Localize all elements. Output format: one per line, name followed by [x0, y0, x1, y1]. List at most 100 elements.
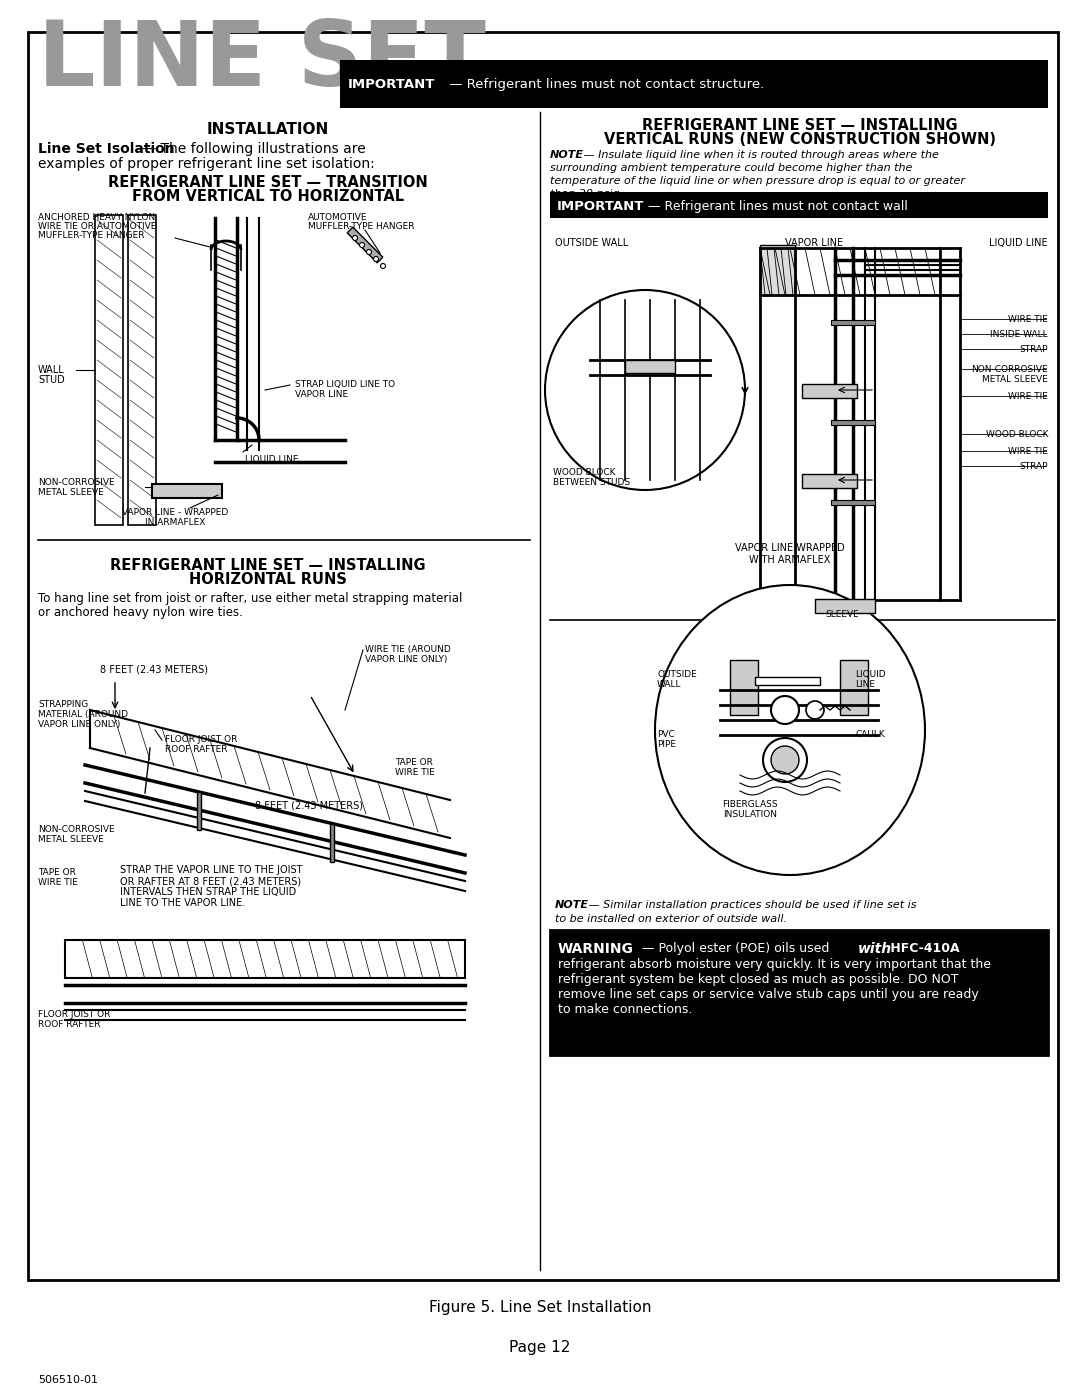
Circle shape: [360, 243, 365, 247]
Text: surrounding ambient temperature could become higher than the: surrounding ambient temperature could be…: [550, 163, 913, 173]
Text: OUTSIDE
WALL: OUTSIDE WALL: [657, 671, 697, 689]
Bar: [730, 659, 758, 715]
Circle shape: [806, 701, 824, 719]
Text: refrigerant absorb moisture very quickly. It is very important that the: refrigerant absorb moisture very quickly…: [558, 958, 991, 971]
Text: temperature of the liquid line or when pressure drop is equal to or greater: temperature of the liquid line or when p…: [550, 176, 966, 186]
Bar: [152, 483, 222, 497]
Text: REFRIGERANT LINE SET — INSTALLING: REFRIGERANT LINE SET — INSTALLING: [643, 117, 958, 133]
Bar: [330, 823, 334, 862]
Text: INSIDE WALL: INSIDE WALL: [990, 330, 1048, 339]
Text: VAPOR LINE: VAPOR LINE: [295, 390, 348, 400]
Text: IMPORTANT: IMPORTANT: [348, 78, 435, 91]
Text: LIQUID LINE: LIQUID LINE: [245, 455, 298, 464]
Text: LINE SET: LINE SET: [38, 17, 486, 105]
Text: than 20 psig.: than 20 psig.: [550, 189, 623, 198]
Circle shape: [352, 236, 357, 240]
Bar: [550, 191, 1048, 218]
Text: to make connections.: to make connections.: [558, 1003, 692, 1016]
Text: HORIZONTAL RUNS: HORIZONTAL RUNS: [189, 571, 347, 587]
Circle shape: [762, 738, 807, 782]
Text: remove line set caps or service valve stub caps until you are ready: remove line set caps or service valve st…: [558, 988, 978, 1002]
Text: WIRE TIE: WIRE TIE: [1008, 393, 1048, 401]
Circle shape: [771, 696, 799, 724]
Text: CAULK: CAULK: [855, 731, 885, 739]
Text: WIRE TIE (AROUND: WIRE TIE (AROUND: [365, 645, 450, 654]
Text: STRAPPING: STRAPPING: [38, 700, 89, 710]
Text: ROOF RAFTER: ROOF RAFTER: [165, 745, 228, 754]
Text: — Similar installation practices should be used if line set is: — Similar installation practices should …: [585, 900, 917, 909]
Text: WIRE TIE: WIRE TIE: [38, 877, 78, 887]
Text: WALL: WALL: [38, 365, 65, 374]
Text: refrigerant system be kept closed as much as possible. DO NOT: refrigerant system be kept closed as muc…: [558, 972, 959, 986]
Text: MUFFLER-TYPE HANGER: MUFFLER-TYPE HANGER: [308, 222, 415, 231]
Text: OUTSIDE WALL: OUTSIDE WALL: [555, 237, 629, 249]
Text: MATERIAL (AROUND: MATERIAL (AROUND: [38, 710, 129, 719]
Bar: [197, 792, 201, 830]
Text: MUFFLER-TYPE HANGER: MUFFLER-TYPE HANGER: [38, 231, 145, 240]
Text: STRAP THE VAPOR LINE TO THE JOIST: STRAP THE VAPOR LINE TO THE JOIST: [120, 865, 302, 875]
Text: STUD: STUD: [38, 374, 65, 386]
Text: VAPOR LINE WRAPPED
WITH ARMAFLEX: VAPOR LINE WRAPPED WITH ARMAFLEX: [735, 543, 845, 564]
Circle shape: [380, 264, 386, 268]
Text: Line Set Isolation: Line Set Isolation: [38, 142, 175, 156]
Text: VERTICAL RUNS (NEW CONSTRUCTION SHOWN): VERTICAL RUNS (NEW CONSTRUCTION SHOWN): [604, 131, 996, 147]
Circle shape: [366, 250, 372, 254]
Text: LIQUID LINE: LIQUID LINE: [989, 237, 1048, 249]
Text: TAPE OR: TAPE OR: [395, 759, 433, 767]
Text: STRAP: STRAP: [1020, 345, 1048, 353]
Text: WOOD BLOCK: WOOD BLOCK: [553, 468, 616, 476]
Text: To hang line set from joist or rafter, use either metal strapping material: To hang line set from joist or rafter, u…: [38, 592, 462, 605]
Ellipse shape: [654, 585, 924, 875]
Text: TAPE OR: TAPE OR: [38, 868, 76, 877]
Text: NON-CORROSIVE: NON-CORROSIVE: [38, 478, 114, 488]
Text: — Refrigerant lines must not contact wall: — Refrigerant lines must not contact wal…: [644, 200, 908, 212]
Text: to be installed on exterior of outside wall.: to be installed on exterior of outside w…: [555, 914, 787, 923]
Text: LIQUID
LINE: LIQUID LINE: [855, 671, 886, 689]
Text: OR RAFTER AT 8 FEET (2.43 METERS): OR RAFTER AT 8 FEET (2.43 METERS): [120, 876, 301, 886]
Text: IMPORTANT: IMPORTANT: [557, 200, 645, 212]
Text: WARNING: WARNING: [558, 942, 634, 956]
Bar: [28, 32, 1058, 1280]
Bar: [802, 474, 858, 488]
Text: VAPOR LINE ONLY): VAPOR LINE ONLY): [38, 719, 120, 729]
Bar: [831, 420, 875, 425]
Text: WIRE TIE OR AUTOMOTIVE: WIRE TIE OR AUTOMOTIVE: [38, 222, 157, 231]
Text: VAPOR LINE: VAPOR LINE: [785, 237, 843, 249]
Bar: [129, 215, 156, 525]
Text: VAPOR LINE - WRAPPED: VAPOR LINE - WRAPPED: [122, 509, 228, 517]
Text: PVC
PIPE: PVC PIPE: [657, 731, 676, 749]
Text: INSTALLATION: INSTALLATION: [207, 122, 329, 137]
Text: ROOF RAFTER: ROOF RAFTER: [38, 1020, 100, 1030]
Text: 8 FEET (2.43 METERS): 8 FEET (2.43 METERS): [100, 665, 208, 675]
Text: FLOOR JOIST OR: FLOOR JOIST OR: [38, 1010, 110, 1018]
Text: — Polyol ester (POE) oils used: — Polyol ester (POE) oils used: [638, 942, 834, 956]
Text: WIRE TIE: WIRE TIE: [395, 768, 435, 777]
Text: STRAP: STRAP: [1020, 462, 1048, 471]
Text: HFC-410A: HFC-410A: [886, 942, 960, 956]
Text: IN ARMAFLEX: IN ARMAFLEX: [145, 518, 205, 527]
Text: examples of proper refrigerant line set isolation:: examples of proper refrigerant line set …: [38, 156, 375, 170]
Text: NOTE: NOTE: [555, 900, 589, 909]
Bar: [840, 659, 868, 715]
Circle shape: [771, 746, 799, 774]
Text: — The following illustrations are: — The following illustrations are: [138, 142, 366, 156]
Text: or anchored heavy nylon wire ties.: or anchored heavy nylon wire ties.: [38, 606, 243, 619]
Text: FIBERGLASS
INSULATION: FIBERGLASS INSULATION: [723, 800, 778, 820]
Bar: [815, 599, 875, 613]
Bar: [831, 500, 875, 504]
Text: with: with: [858, 942, 892, 956]
Text: VAPOR LINE ONLY): VAPOR LINE ONLY): [365, 655, 447, 664]
Bar: [340, 60, 1048, 108]
Bar: [95, 215, 123, 525]
Text: SLEEVE: SLEEVE: [825, 610, 859, 619]
Text: METAL SLEEVE: METAL SLEEVE: [38, 488, 104, 497]
Text: METAL SLEEVE: METAL SLEEVE: [38, 835, 104, 844]
Text: LINE TO THE VAPOR LINE.: LINE TO THE VAPOR LINE.: [120, 898, 245, 908]
FancyArrow shape: [347, 228, 382, 263]
Text: NOTE: NOTE: [550, 149, 584, 161]
Text: FROM VERTICAL TO HORIZONTAL: FROM VERTICAL TO HORIZONTAL: [132, 189, 404, 204]
Text: WIRE TIE: WIRE TIE: [1008, 314, 1048, 324]
Bar: [760, 244, 795, 295]
Text: 8 FEET (2.43 METERS): 8 FEET (2.43 METERS): [255, 800, 363, 810]
Text: — Insulate liquid line when it is routed through areas where the: — Insulate liquid line when it is routed…: [580, 149, 939, 161]
